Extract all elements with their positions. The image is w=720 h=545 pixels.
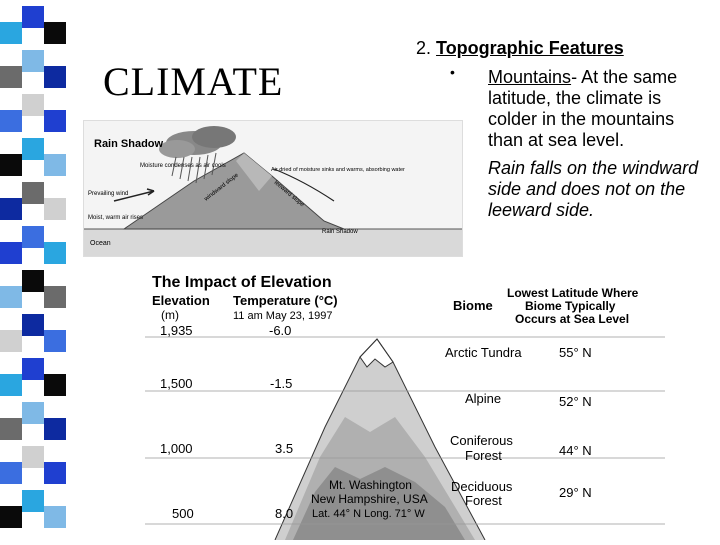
notes-panel: 2. Topographic Features — [416, 38, 716, 58]
elevation-diagram: The Impact of Elevation Elevation (m) Te… — [145, 267, 665, 541]
header-date: 11 am May 23, 1997 — [233, 310, 332, 322]
header-latitude: Lowest Latitude Where Biome Typically Oc… — [507, 286, 642, 326]
strip-block — [44, 154, 66, 176]
strip-block — [0, 418, 22, 440]
strip-block — [44, 330, 66, 352]
cloud-icon — [159, 126, 236, 158]
row-latitude: 52° N — [559, 394, 592, 409]
strip-block — [44, 242, 66, 264]
label-rain-shadow: Rain Shadow — [322, 229, 358, 235]
row-elevation: 1,935 — [160, 323, 193, 338]
strip-block — [22, 226, 44, 248]
mountain-name: Mt. Washington — [329, 478, 412, 492]
rain-shadow-diagram: Rain Shadow Prevailing wind Moisture con… — [83, 120, 463, 257]
strip-block — [0, 462, 22, 484]
strip-block — [44, 66, 66, 88]
strip-block — [22, 94, 44, 116]
strip-block — [0, 286, 22, 308]
row-elevation: 500 — [172, 506, 194, 521]
strip-block — [44, 374, 66, 396]
section-heading: 2. Topographic Features — [416, 38, 716, 58]
section-number: 2. — [416, 38, 432, 58]
strip-block — [22, 490, 44, 512]
row-latitude: 29° N — [559, 485, 592, 500]
slide-title: CLIMATE — [103, 59, 284, 104]
strip-block — [22, 182, 44, 204]
header-biome: Biome — [453, 298, 493, 313]
strip-block — [0, 242, 22, 264]
header-elevation: Elevation — [152, 293, 210, 308]
bullet-dot: • — [450, 64, 455, 80]
strip-block — [44, 286, 66, 308]
strip-block — [22, 138, 44, 160]
strip-block — [44, 110, 66, 132]
strip-block — [44, 462, 66, 484]
header-elevation-unit: (m) — [161, 308, 179, 322]
row-temperature: 8.0 — [275, 506, 293, 521]
strip-block — [22, 50, 44, 72]
row-elevation: 1,000 — [160, 441, 193, 456]
strip-block — [22, 6, 44, 28]
row-biome: Coniferous Forest — [450, 433, 517, 463]
row-elevation: 1,500 — [160, 376, 193, 391]
label-ocean: Ocean — [90, 240, 111, 247]
label-dry-air: Air dried of moisture sinks and warms, a… — [271, 167, 405, 173]
row-temperature: -1.5 — [270, 376, 292, 391]
label-prevailing-wind: Prevailing wind — [88, 191, 128, 197]
label-moisture: Moisture condenses as air cools — [140, 163, 226, 169]
strip-block — [22, 446, 44, 468]
mountain-illustration — [274, 338, 486, 541]
strip-block — [0, 330, 22, 352]
strip-block — [44, 418, 66, 440]
bullet-2: Rain falls on the windward side and does… — [488, 158, 699, 220]
strip-block — [0, 198, 22, 220]
bullet-1-text: - At the same latitude, the climate is c… — [488, 67, 678, 150]
bullet-1-lead: Mountains — [488, 67, 572, 87]
strip-block — [0, 374, 22, 396]
strip-block — [44, 198, 66, 220]
header-temperature: Temperature (°C) — [233, 293, 338, 308]
strip-block — [44, 22, 66, 44]
strip-block — [0, 22, 22, 44]
rain-shadow-title: Rain Shadow — [94, 138, 164, 150]
strip-block — [44, 506, 66, 528]
strip-block — [0, 110, 22, 132]
elevation-title: The Impact of Elevation — [152, 274, 332, 291]
row-latitude: 55° N — [559, 345, 592, 360]
strip-block — [22, 270, 44, 292]
strip-block — [22, 358, 44, 380]
row-temperature: -6.0 — [269, 323, 291, 338]
row-biome: Arctic Tundra — [445, 345, 522, 360]
strip-block — [22, 402, 44, 424]
row-temperature: 3.5 — [275, 441, 293, 456]
decorative-color-strip — [0, 0, 68, 540]
row-latitude: 44° N — [559, 443, 592, 458]
section-title: Topographic Features — [436, 38, 624, 58]
row-biome: Alpine — [465, 391, 501, 406]
mountain-location: New Hampshire, USA — [311, 492, 428, 506]
strip-block — [0, 506, 22, 528]
mountain-coords: Lat. 44° N Long. 71° W — [312, 508, 425, 520]
strip-block — [22, 314, 44, 336]
label-moist-air: Moist, warm air rises — [88, 215, 143, 221]
row-biome: Deciduous Forest — [451, 479, 516, 508]
strip-block — [0, 66, 22, 88]
strip-block — [0, 154, 22, 176]
bullet-1: Mountains- At the same latitude, the cli… — [488, 67, 713, 151]
